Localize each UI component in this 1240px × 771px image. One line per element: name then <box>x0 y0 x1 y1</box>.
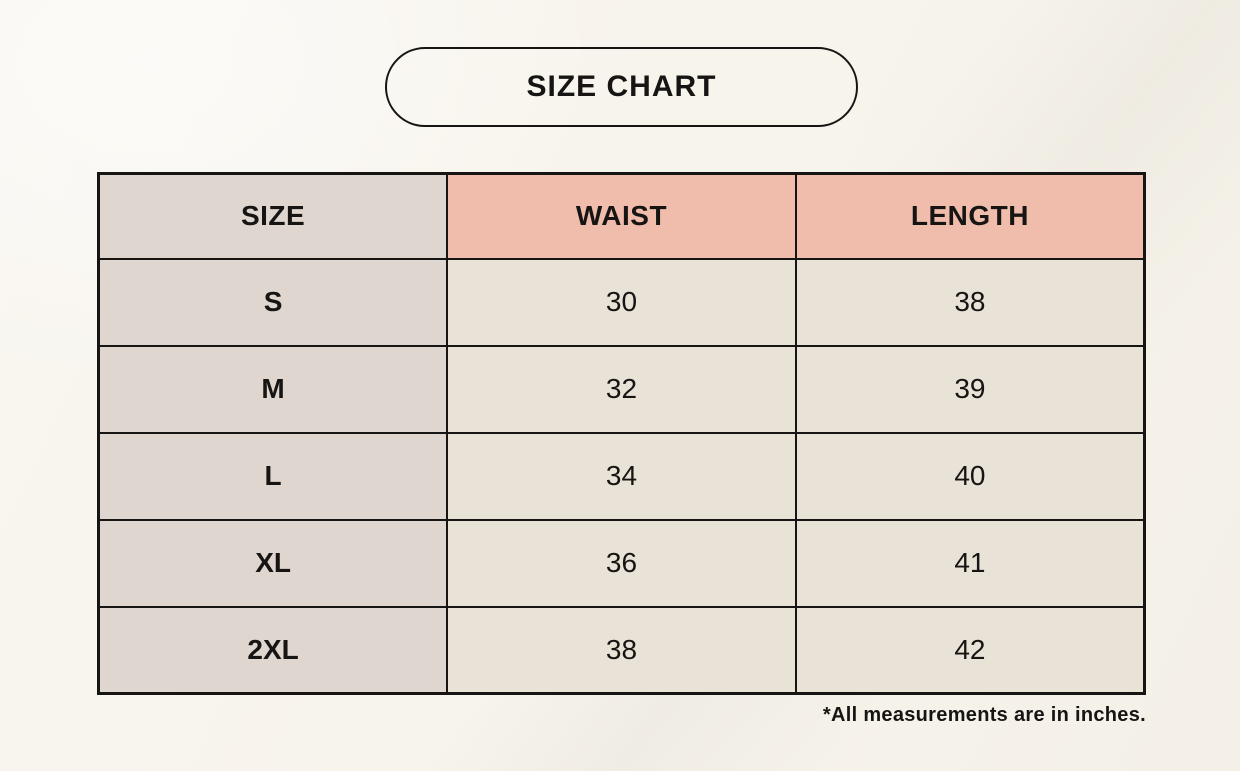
table-row: M 32 39 <box>97 344 1146 434</box>
column-header-size: SIZE <box>97 172 449 260</box>
column-header-length: LENGTH <box>794 172 1146 260</box>
size-chart-content: SIZE CHART SIZE WAIST LENGTH S 30 38 M 32 39 L… <box>97 47 1146 727</box>
length-value-cell: 42 <box>794 605 1146 695</box>
waist-value-cell: 36 <box>446 518 797 608</box>
column-header-waist: WAIST <box>446 172 797 260</box>
size-label-cell: S <box>97 257 449 347</box>
length-value-cell: 39 <box>794 344 1146 434</box>
waist-value-cell: 30 <box>446 257 797 347</box>
size-chart-title-pill: SIZE CHART <box>385 47 858 127</box>
page-title: SIZE CHART <box>526 70 717 103</box>
measurements-footnote: *All measurements are in inches. <box>822 704 1146 726</box>
waist-value-cell: 34 <box>446 431 797 521</box>
length-value-cell: 38 <box>794 257 1146 347</box>
size-label-cell: M <box>97 344 449 434</box>
table-row: L 34 40 <box>97 431 1146 521</box>
length-value-cell: 40 <box>794 431 1146 521</box>
table-header-row: SIZE WAIST LENGTH <box>97 172 1146 260</box>
table-row: S 30 38 <box>97 257 1146 347</box>
table-row: XL 36 41 <box>97 518 1146 608</box>
size-label-cell: XL <box>97 518 449 608</box>
waist-value-cell: 38 <box>446 605 797 695</box>
size-label-cell: 2XL <box>97 605 449 695</box>
length-value-cell: 41 <box>794 518 1146 608</box>
waist-value-cell: 32 <box>446 344 797 434</box>
size-chart-table: SIZE WAIST LENGTH S 30 38 M 32 39 L 34 40 XL 36 41 2… <box>97 172 1146 695</box>
table-row: 2XL 38 42 <box>97 605 1146 695</box>
size-label-cell: L <box>97 431 449 521</box>
